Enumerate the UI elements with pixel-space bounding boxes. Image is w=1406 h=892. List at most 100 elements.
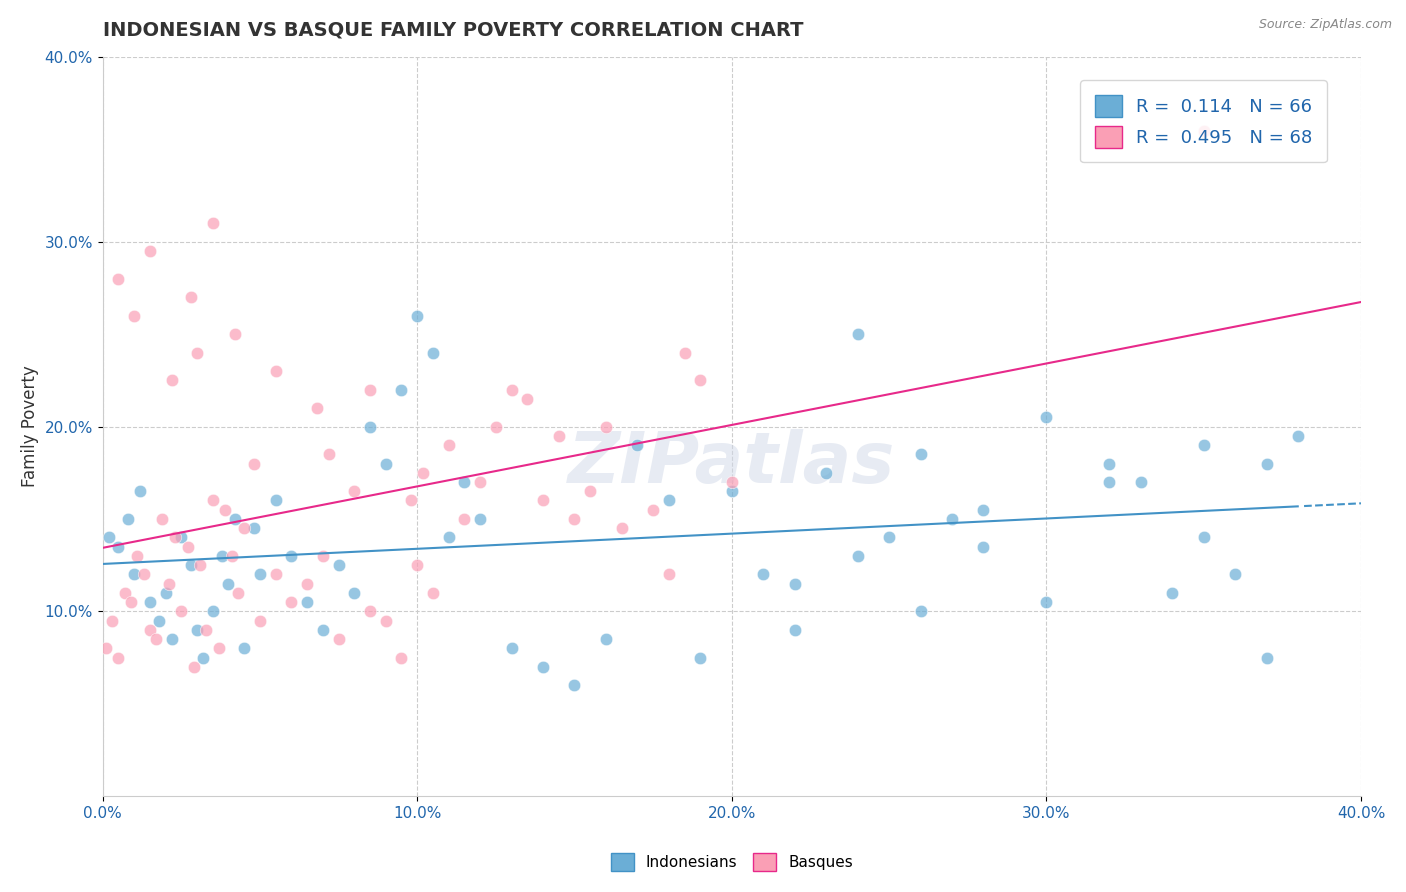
Text: ZIPatlas: ZIPatlas (568, 429, 896, 498)
Point (531, 493, 554, 508)
Point (406, 309, 429, 323)
Point (264, 364, 287, 378)
Point (107, 650, 129, 665)
Point (312, 549, 335, 563)
Point (233, 641, 256, 656)
Point (318, 447, 340, 461)
Point (233, 521, 256, 535)
Point (122, 309, 145, 323)
Point (145, 632, 167, 647)
Point (399, 493, 422, 508)
Point (359, 604, 381, 618)
Point (224, 327, 246, 342)
Point (280, 549, 302, 563)
Point (453, 475, 475, 489)
Y-axis label: Family Poverty: Family Poverty (21, 366, 39, 487)
Point (107, 271, 129, 285)
Point (150, 512, 173, 526)
Point (211, 549, 233, 563)
Point (264, 567, 287, 582)
Point (752, 567, 775, 582)
Point (139, 595, 162, 609)
Point (129, 484, 152, 499)
Point (280, 595, 302, 609)
Point (208, 641, 231, 656)
Point (643, 502, 665, 516)
Point (1286, 429, 1309, 443)
Point (193, 650, 215, 665)
Point (155, 586, 177, 600)
Point (579, 484, 602, 499)
Point (120, 595, 142, 609)
Point (391, 383, 413, 397)
Point (295, 576, 318, 591)
Point (1129, 475, 1152, 489)
Point (412, 466, 434, 480)
Point (972, 540, 994, 554)
Point (783, 576, 806, 591)
Point (658, 493, 681, 508)
Point (160, 373, 183, 387)
Point (1161, 586, 1184, 600)
Point (1035, 595, 1057, 609)
Point (180, 558, 202, 573)
Point (437, 438, 460, 452)
Point (595, 419, 617, 434)
Point (485, 419, 508, 434)
Point (422, 586, 444, 600)
Point (132, 567, 155, 582)
Point (217, 576, 239, 591)
Point (214, 502, 236, 516)
Point (343, 484, 366, 499)
Point (176, 540, 198, 554)
Point (1192, 123, 1215, 137)
Point (501, 641, 523, 656)
Point (374, 457, 396, 471)
Point (242, 521, 264, 535)
Point (516, 392, 538, 406)
Point (160, 632, 183, 647)
Point (564, 678, 586, 692)
Point (846, 327, 869, 342)
Point (114, 586, 136, 600)
Point (972, 502, 994, 516)
Point (910, 604, 932, 618)
Point (170, 531, 193, 545)
Point (1256, 457, 1278, 471)
Point (453, 512, 475, 526)
Point (359, 383, 381, 397)
Point (877, 531, 900, 545)
Point (201, 604, 224, 618)
Point (564, 512, 586, 526)
Point (107, 540, 129, 554)
Point (186, 623, 208, 637)
Point (101, 614, 124, 628)
Point (249, 567, 271, 582)
Point (910, 447, 932, 461)
Point (180, 290, 202, 304)
Point (163, 531, 186, 545)
Point (658, 567, 681, 582)
Point (1192, 438, 1215, 452)
Point (1223, 567, 1246, 582)
Point (941, 512, 963, 526)
Point (183, 660, 205, 674)
Point (312, 623, 335, 637)
Point (127, 549, 149, 563)
Point (501, 383, 523, 397)
Point (122, 567, 145, 582)
Point (328, 632, 350, 647)
Point (1098, 457, 1121, 471)
Point (224, 512, 246, 526)
Point (720, 475, 742, 489)
Point (139, 244, 162, 258)
Point (437, 531, 460, 545)
Point (117, 512, 139, 526)
Point (264, 493, 287, 508)
Point (295, 595, 318, 609)
Point (468, 512, 491, 526)
Point (1098, 475, 1121, 489)
Point (305, 401, 328, 415)
Point (170, 604, 193, 618)
Point (689, 650, 711, 665)
